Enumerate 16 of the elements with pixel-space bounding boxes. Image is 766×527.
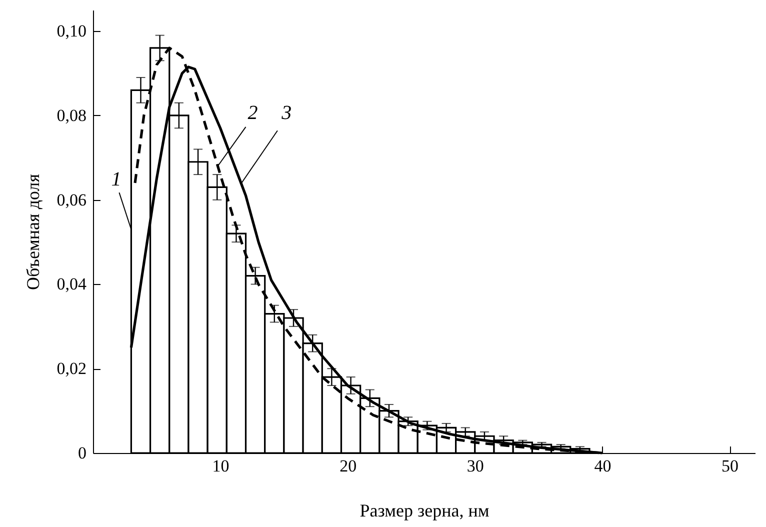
x-tick-label: 10 xyxy=(212,456,230,476)
y-tick-label: 0,08 xyxy=(56,106,86,125)
annotation: 3 xyxy=(280,102,292,124)
x-tick-label: 40 xyxy=(594,456,612,476)
y-tick-label: 0,04 xyxy=(56,274,87,294)
y-tick-label: 0 xyxy=(78,444,86,462)
x-tick-label: 30 xyxy=(466,456,484,476)
x-tick-label: 50 xyxy=(722,456,739,476)
annotation: 2 xyxy=(248,102,258,124)
y-tick-label: 0,06 xyxy=(56,190,86,210)
y-tick-label: 0,10 xyxy=(56,22,86,41)
x-tick-label: 20 xyxy=(340,456,357,476)
x-axis-title: Размер зерна, нм xyxy=(360,500,490,520)
annotation: 1 xyxy=(111,168,122,190)
y-tick-label: 0,02 xyxy=(56,359,86,378)
y-axis-title: Объемная доля xyxy=(22,174,43,290)
